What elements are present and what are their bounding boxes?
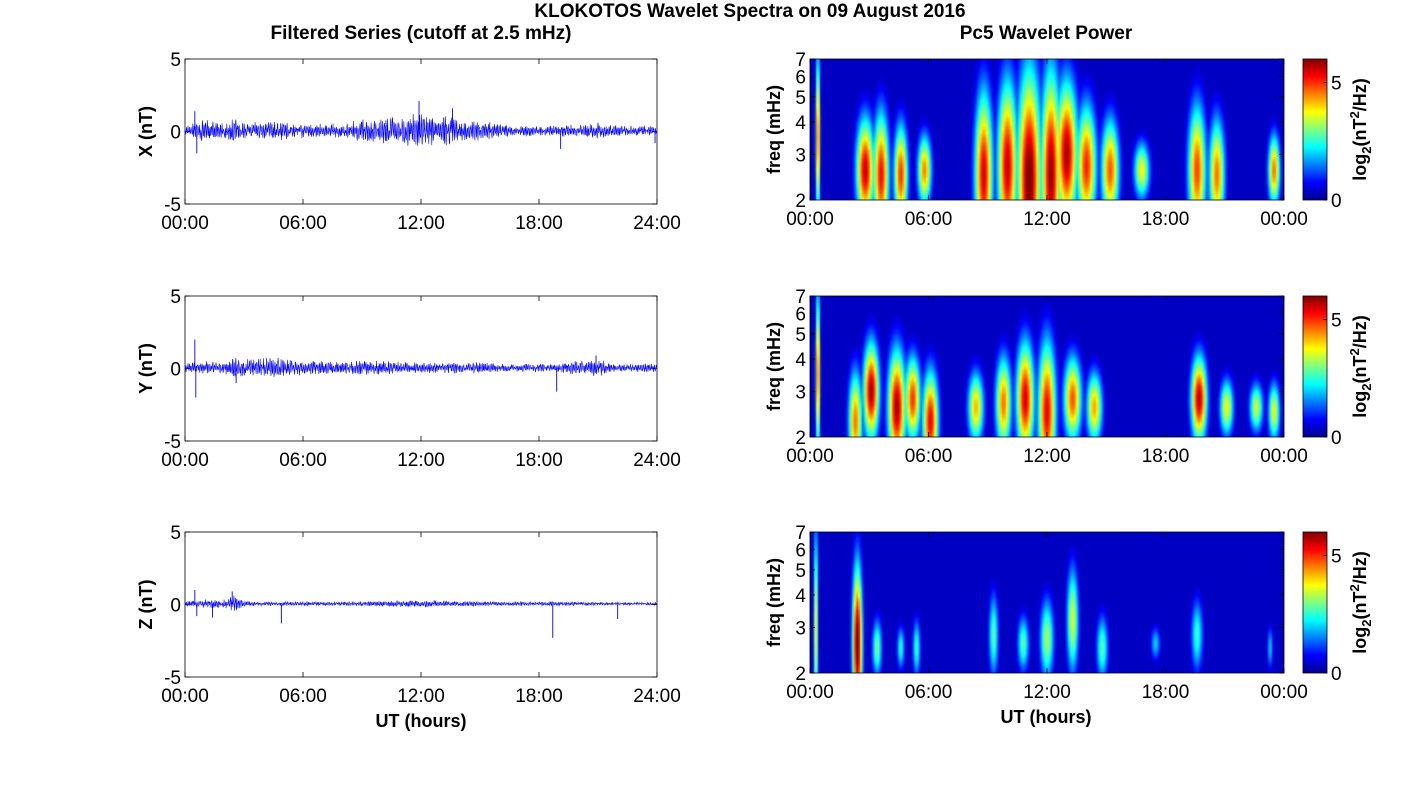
y-tick-label: 5 bbox=[170, 287, 181, 308]
x-tick-label: 00:00 bbox=[1260, 209, 1308, 230]
right-xlabel: UT (hours) bbox=[1001, 707, 1092, 727]
x-tick-label: 06:00 bbox=[279, 686, 327, 707]
y-tick-label: -5 bbox=[164, 668, 181, 689]
left-xlabel: UT (hours) bbox=[376, 711, 467, 731]
y-tick-label: 5 bbox=[170, 523, 181, 544]
x-tick-label: 00:00 bbox=[161, 213, 209, 234]
x-tick-label: 18:00 bbox=[1142, 682, 1190, 703]
y-axis-label: freq (mHz) bbox=[764, 85, 784, 174]
y-axis-label: Z (nT) bbox=[136, 580, 156, 630]
x-tick-label: 06:00 bbox=[905, 209, 953, 230]
y-tick-label: 7 bbox=[795, 287, 806, 308]
y-tick-label: 0 bbox=[170, 360, 181, 381]
x-tick-label: 00:00 bbox=[161, 686, 209, 707]
y-tick-label: 3 bbox=[795, 145, 806, 166]
colorbar-tick-label: 0 bbox=[1331, 191, 1342, 212]
y-tick-label: 0 bbox=[170, 596, 181, 617]
x-tick-label: 12:00 bbox=[1023, 682, 1071, 703]
wavelet-power-image bbox=[810, 59, 1284, 200]
y-tick-label: 6 bbox=[795, 540, 806, 561]
x-tick-label: 12:00 bbox=[397, 213, 445, 234]
x-tick-label: 18:00 bbox=[515, 686, 563, 707]
wavelet-power-image bbox=[810, 532, 1284, 673]
series-line bbox=[184, 113, 658, 146]
y-tick-label: 0 bbox=[170, 123, 181, 144]
colorbar bbox=[1302, 295, 1328, 438]
timeseries-panel-z: 5 0 -500:00 06:00 12:00 18:00 24:00 Z (nT) bbox=[136, 523, 681, 707]
y-axis-label: Y (nT) bbox=[136, 343, 156, 394]
series-line bbox=[184, 595, 658, 611]
right-column-title: Pc5 Wavelet Power bbox=[960, 23, 1133, 44]
y-tick-label: 4 bbox=[795, 113, 806, 134]
timeseries-panel-y: 5 0 -500:00 06:00 12:00 18:00 24:00 Y (nT) bbox=[136, 287, 681, 471]
colorbar-label: log2(nT2/Hz) bbox=[1347, 78, 1374, 180]
colorbar-label: log2(nT2/Hz) bbox=[1347, 551, 1374, 653]
colorbar bbox=[1302, 531, 1328, 674]
x-tick-label: 06:00 bbox=[279, 450, 327, 471]
y-axis-label: freq (mHz) bbox=[764, 558, 784, 647]
y-axis-label: X (nT) bbox=[136, 106, 156, 157]
x-tick-label: 18:00 bbox=[515, 213, 563, 234]
y-tick-label: 2 bbox=[795, 428, 806, 449]
x-tick-label: 18:00 bbox=[1142, 209, 1190, 230]
colorbar-tick-label: 0 bbox=[1331, 664, 1342, 685]
y-tick-label: 3 bbox=[795, 382, 806, 403]
x-tick-label: 24:00 bbox=[633, 686, 681, 707]
x-tick-label: 00:00 bbox=[1260, 682, 1308, 703]
x-tick-label: 00:00 bbox=[1260, 446, 1308, 467]
y-tick-label: 5 bbox=[795, 88, 806, 109]
y-tick-label: 4 bbox=[795, 586, 806, 607]
x-tick-label: 06:00 bbox=[905, 446, 953, 467]
timeseries-panel-x: 5 0 -500:00 06:00 12:00 18:00 24:00 X (nT) bbox=[136, 50, 681, 234]
colorbar-tick-label: 0 bbox=[1331, 428, 1342, 449]
y-tick-label: 2 bbox=[795, 664, 806, 685]
x-tick-label: 12:00 bbox=[397, 686, 445, 707]
x-tick-label: 12:00 bbox=[1023, 446, 1071, 467]
x-tick-label: 12:00 bbox=[1023, 209, 1071, 230]
x-tick-label: 24:00 bbox=[633, 450, 681, 471]
y-axis-label: freq (mHz) bbox=[764, 322, 784, 411]
colorbar-tick-label: 5 bbox=[1331, 547, 1342, 568]
y-tick-label: 4 bbox=[795, 350, 806, 371]
main-title: KLOKOTOS Wavelet Spectra on 09 August 20… bbox=[534, 1, 965, 22]
x-tick-label: 00:00 bbox=[786, 209, 834, 230]
y-tick-label: 6 bbox=[795, 304, 806, 325]
x-tick-label: 06:00 bbox=[279, 213, 327, 234]
y-tick-label: 7 bbox=[795, 50, 806, 71]
y-tick-label: 5 bbox=[795, 561, 806, 582]
y-tick-label: -5 bbox=[164, 195, 181, 216]
wavelet-power-image bbox=[810, 296, 1284, 437]
colorbar-label: log2(nT2/Hz) bbox=[1347, 315, 1374, 417]
x-tick-label: 00:00 bbox=[786, 446, 834, 467]
left-column-title: Filtered Series (cutoff at 2.5 mHz) bbox=[271, 23, 572, 44]
y-tick-label: 2 bbox=[795, 191, 806, 212]
colorbar-tick-label: 5 bbox=[1331, 311, 1342, 332]
y-tick-label: -5 bbox=[164, 432, 181, 453]
x-tick-label: 12:00 bbox=[397, 450, 445, 471]
colorbar bbox=[1302, 58, 1328, 201]
x-tick-label: 06:00 bbox=[905, 682, 953, 703]
y-tick-label: 3 bbox=[795, 618, 806, 639]
series-line bbox=[184, 357, 658, 378]
x-tick-label: 00:00 bbox=[161, 450, 209, 471]
x-tick-label: 24:00 bbox=[633, 213, 681, 234]
x-tick-label: 00:00 bbox=[786, 682, 834, 703]
colorbar-tick-label: 5 bbox=[1331, 74, 1342, 95]
y-tick-label: 6 bbox=[795, 67, 806, 88]
y-tick-label: 7 bbox=[795, 523, 806, 544]
x-tick-label: 18:00 bbox=[515, 450, 563, 471]
y-tick-label: 5 bbox=[170, 50, 181, 71]
y-tick-label: 5 bbox=[795, 325, 806, 346]
x-tick-label: 18:00 bbox=[1142, 446, 1190, 467]
